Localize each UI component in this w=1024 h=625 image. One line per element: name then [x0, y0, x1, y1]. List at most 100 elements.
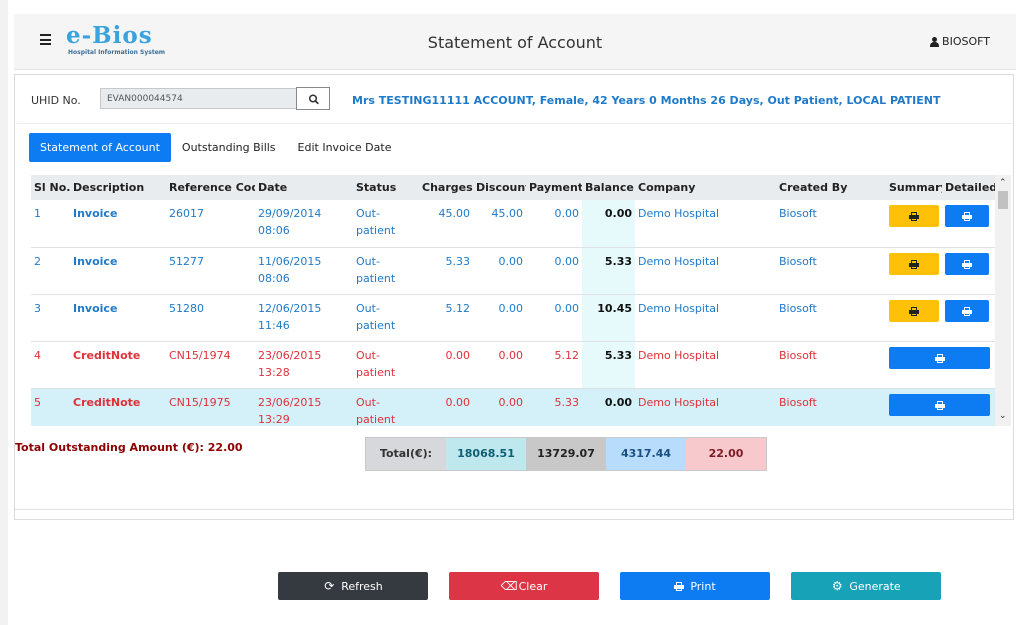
tab-edit-invoice-date[interactable]: Edit Invoice Date	[297, 141, 392, 154]
summary-print-button[interactable]	[889, 299, 939, 322]
table-row[interactable]: 4 CreditNote CN15/1974 23/06/2015 13:28 …	[31, 341, 996, 389]
table-row[interactable]: 3 Invoice 51280 12/06/2015 11:46 Out-pat…	[31, 294, 996, 342]
cell-payments: 0.00	[526, 294, 582, 342]
col-header-sl-no[interactable]: Sl No.	[31, 175, 70, 200]
cell-summary	[886, 247, 942, 295]
cell-balance: 0.00	[582, 388, 635, 426]
table-row[interactable]: 2 Invoice 51277 11/06/2015 08:06 Out-pat…	[31, 247, 996, 295]
cell-description: Invoice	[70, 294, 166, 342]
status-line-2: patient	[356, 365, 396, 379]
cell-date: 29/09/2014 08:06	[255, 200, 353, 248]
generate-button[interactable]: ⚙ Generate	[791, 572, 941, 600]
col-header-detailed[interactable]: Detailed	[942, 175, 996, 200]
cell-created-by: Biosoft	[776, 247, 886, 295]
cell-company: Demo Hospital	[635, 294, 776, 342]
detailed-print-button[interactable]	[945, 299, 989, 322]
cell-balance: 5.33	[582, 341, 635, 389]
cell-company: Demo Hospital	[635, 341, 776, 389]
total-payments: 4317.44	[606, 438, 686, 470]
col-header-date[interactable]: Date	[255, 175, 353, 200]
cell-reference: 26017	[166, 200, 255, 248]
cell-status: Out-patient	[353, 200, 419, 248]
table-scrollbar[interactable]: ⌃ ⌄	[995, 175, 1011, 426]
col-header-reference-code[interactable]: Reference Code	[166, 175, 255, 200]
clear-label: Clear	[518, 579, 548, 593]
tab-statement-of-account[interactable]: Statement of Account	[29, 133, 171, 162]
detailed-print-button[interactable]	[945, 205, 989, 227]
cell-charges: 45.00	[419, 200, 473, 248]
tab-outstanding-bills[interactable]: Outstanding Bills	[181, 141, 276, 154]
hamburger-icon[interactable]	[40, 34, 51, 46]
cell-reference: 51277	[166, 247, 255, 295]
user-name: BIOSOFT	[942, 35, 990, 48]
cell-charges: 5.12	[419, 294, 473, 342]
logo-subtitle: Hospital Information System	[68, 49, 166, 56]
search-button[interactable]	[296, 87, 330, 110]
clear-button[interactable]: ⌫ Clear	[449, 572, 599, 600]
scroll-down-icon[interactable]: ⌄	[999, 411, 1007, 421]
table-row[interactable]: 1 Invoice 26017 29/09/2014 08:06 Out-pat…	[31, 200, 996, 248]
col-header-payments[interactable]: Payments	[526, 175, 582, 200]
cell-status: Out-patient	[353, 388, 419, 426]
printer-icon	[674, 581, 685, 591]
status-line-2: patient	[356, 318, 396, 332]
statement-grid: Sl No. Description Reference Code Date S…	[31, 175, 1011, 426]
col-header-status[interactable]: Status	[353, 175, 419, 200]
printer-icon	[909, 306, 919, 316]
table-row-selected[interactable]: 5 CreditNote CN15/1975 23/06/2015 13:29 …	[31, 388, 996, 426]
cell-date: 12/06/2015 11:46	[255, 294, 353, 342]
print-button[interactable]	[889, 346, 990, 369]
patient-info: Mrs TESTING11111 ACCOUNT, Female, 42 Yea…	[352, 94, 941, 107]
detailed-print-button[interactable]	[945, 252, 989, 275]
gear-icon: ⚙	[831, 579, 843, 593]
status-line-2: patient	[356, 271, 396, 285]
cell-charges: 0.00	[419, 341, 473, 389]
cell-discount: 0.00	[473, 247, 526, 295]
print-label: Print	[690, 579, 716, 593]
cell-date: 23/06/2015 13:29	[255, 388, 353, 426]
app-logo: e-Bios Hospital Information System	[66, 22, 166, 57]
scroll-thumb[interactable]	[998, 191, 1008, 209]
cell-charges: 5.33	[419, 247, 473, 295]
col-header-company[interactable]: Company	[635, 175, 776, 200]
app-header: e-Bios Hospital Information System State…	[14, 14, 1016, 70]
summary-print-button[interactable]	[889, 252, 939, 275]
total-label: Total(€):	[366, 438, 446, 470]
logo-text: e-Bios	[66, 22, 153, 49]
divider	[17, 123, 1013, 124]
col-header-summary[interactable]: Summary	[886, 175, 942, 200]
cell-payments: 0.00	[526, 200, 582, 248]
printer-icon	[909, 259, 919, 269]
cell-created-by: Biosoft	[776, 388, 886, 426]
cell-detailed	[942, 294, 996, 342]
statement-table: Sl No. Description Reference Code Date S…	[31, 175, 996, 426]
eraser-icon: ⌫	[500, 579, 518, 593]
cell-company: Demo Hospital	[635, 388, 776, 426]
col-header-discount[interactable]: Discount	[473, 175, 526, 200]
uhid-input[interactable]	[100, 88, 297, 109]
col-header-description[interactable]: Description	[70, 175, 166, 200]
refresh-button[interactable]: ⟳ Refresh	[278, 572, 428, 600]
cell-reference: CN15/1974	[166, 341, 255, 389]
print-button[interactable]	[889, 393, 990, 416]
cell-sl: 5	[31, 388, 70, 426]
printer-icon	[909, 212, 919, 221]
cell-sl: 2	[31, 247, 70, 295]
table-header-row: Sl No. Description Reference Code Date S…	[31, 175, 996, 200]
cell-detailed	[942, 200, 996, 248]
cell-print	[886, 341, 996, 389]
refresh-label: Refresh	[341, 579, 383, 593]
status-line-1: Out-	[356, 254, 380, 268]
user-menu[interactable]: BIOSOFT	[930, 35, 990, 48]
search-icon	[308, 94, 319, 105]
summary-print-button[interactable]	[889, 205, 939, 227]
col-header-charges[interactable]: Charges	[419, 175, 473, 200]
scroll-up-icon[interactable]: ⌃	[999, 178, 1007, 188]
print-button[interactable]: Print	[620, 572, 770, 600]
col-header-created-by[interactable]: Created By	[776, 175, 886, 200]
cell-created-by: Biosoft	[776, 341, 886, 389]
cell-sl: 3	[31, 294, 70, 342]
col-header-balance[interactable]: Balance	[582, 175, 635, 200]
cell-description: Invoice	[70, 247, 166, 295]
cell-company: Demo Hospital	[635, 247, 776, 295]
